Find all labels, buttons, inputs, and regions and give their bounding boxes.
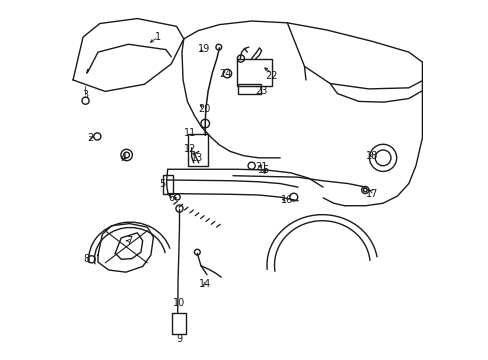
Text: 19: 19 [198,44,210,54]
Text: 17: 17 [366,189,378,199]
Text: 9: 9 [176,334,182,344]
Text: 12: 12 [183,144,196,154]
Text: 20: 20 [198,104,210,113]
Text: 3: 3 [82,90,88,100]
Text: 14: 14 [199,279,211,289]
Text: 5: 5 [159,179,165,189]
Bar [163,175,173,194]
Text: 4: 4 [121,153,126,163]
Text: 7: 7 [126,236,132,246]
Text: 22: 22 [264,71,277,81]
Text: 15: 15 [258,165,270,175]
Text: 18: 18 [366,151,378,161]
Text: 10: 10 [173,298,185,308]
Bar [236,59,272,86]
Text: 6: 6 [168,193,174,203]
Text: 11: 11 [183,128,196,138]
Bar [188,134,207,166]
Text: 8: 8 [83,253,89,264]
Text: 1: 1 [155,32,161,42]
Text: 16: 16 [280,195,292,204]
Text: 23: 23 [255,86,267,96]
Bar [238,84,261,94]
Text: 2: 2 [87,133,93,143]
Text: 24: 24 [219,68,232,78]
Text: |: | [84,86,87,95]
Text: 13: 13 [191,153,203,163]
Text: 21: 21 [255,162,267,172]
